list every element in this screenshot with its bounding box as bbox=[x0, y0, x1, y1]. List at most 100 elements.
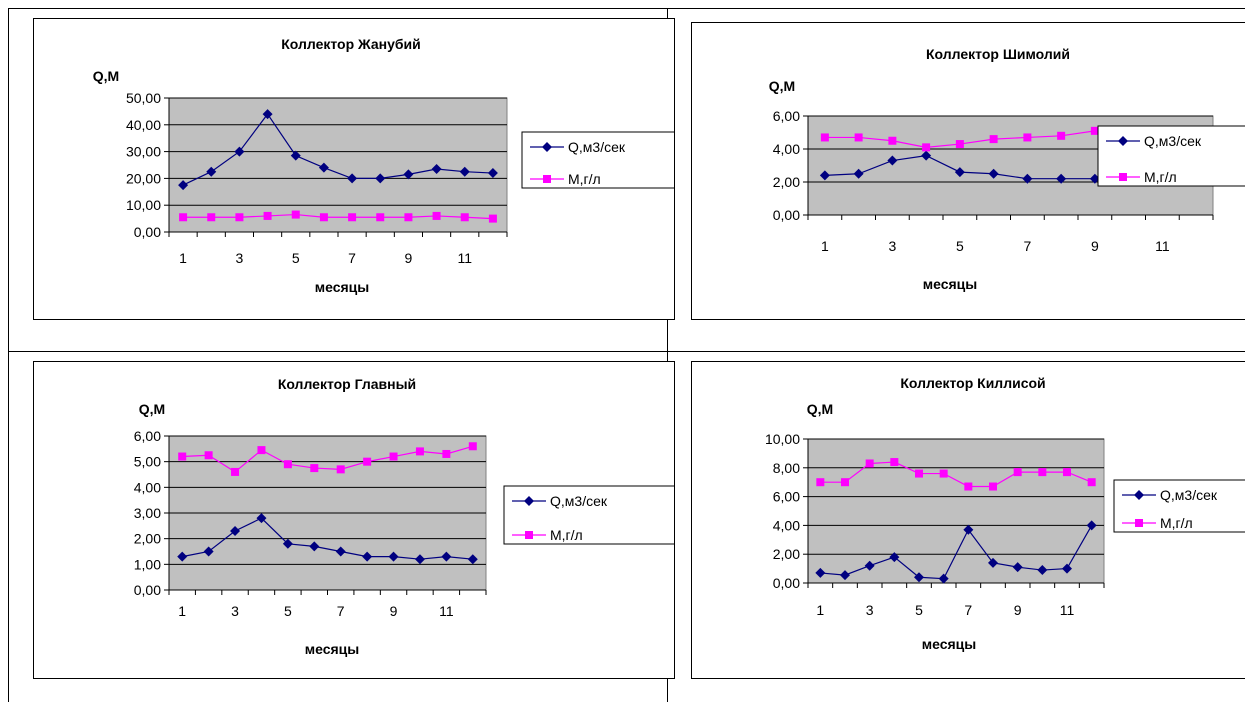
data-point-q bbox=[309, 541, 320, 552]
data-point-q bbox=[262, 109, 273, 120]
data-point-m bbox=[263, 211, 272, 220]
y-tick-label: 50,00 bbox=[126, 90, 161, 106]
y-axis-label: Q,M bbox=[93, 68, 119, 84]
legend-entry: М,г/л bbox=[568, 171, 601, 187]
y-axis-label: Q,M bbox=[807, 401, 833, 417]
legend-marker-q bbox=[524, 496, 534, 506]
data-point-m bbox=[231, 467, 240, 476]
data-point-m bbox=[989, 135, 998, 144]
x-tick-label: 11 bbox=[1155, 238, 1170, 254]
x-tick-label: 7 bbox=[337, 603, 345, 619]
data-point-m bbox=[989, 482, 997, 491]
legend-entry: Q,м3/сек bbox=[550, 493, 608, 509]
data-point-q bbox=[388, 551, 399, 562]
x-tick-label: 7 bbox=[348, 250, 356, 266]
data-point-m bbox=[363, 457, 372, 466]
data-point-m bbox=[1087, 478, 1096, 487]
data-point-q bbox=[487, 168, 498, 179]
x-tick-label: 9 bbox=[1091, 238, 1099, 254]
data-point-m bbox=[890, 458, 899, 467]
data-point-q bbox=[177, 551, 188, 562]
y-tick-label: 4,00 bbox=[773, 517, 800, 533]
y-tick-label: 30,00 bbox=[126, 144, 161, 160]
y-tick-label: 40,00 bbox=[126, 117, 161, 133]
y-tick-label: 8,00 bbox=[773, 460, 800, 476]
x-tick-label: 3 bbox=[236, 250, 244, 266]
x-axis-label: месяцы bbox=[305, 641, 359, 657]
x-tick-label: 3 bbox=[231, 603, 239, 619]
data-point-m bbox=[1023, 133, 1032, 142]
data-point-m bbox=[283, 460, 292, 469]
legend-marker-q bbox=[1118, 136, 1128, 146]
data-point-q bbox=[853, 168, 864, 179]
data-point-m bbox=[865, 459, 874, 468]
data-point-q bbox=[282, 538, 293, 549]
data-point-q bbox=[347, 173, 358, 184]
data-point-q bbox=[963, 524, 974, 535]
y-tick-label: 4,00 bbox=[134, 479, 161, 495]
data-point-q bbox=[459, 166, 470, 177]
data-point-m bbox=[179, 213, 188, 222]
series-line-m bbox=[820, 461, 1092, 488]
y-tick-label: 0,00 bbox=[773, 575, 800, 591]
data-point-m bbox=[319, 213, 328, 222]
x-tick-label: 5 bbox=[915, 602, 923, 618]
table-divider-horizontal bbox=[8, 351, 1245, 352]
data-point-m bbox=[841, 478, 849, 487]
x-axis-label: месяцы bbox=[315, 279, 369, 295]
y-tick-label: 0,00 bbox=[134, 224, 161, 240]
series-line-m bbox=[183, 213, 493, 220]
data-point-m bbox=[488, 214, 497, 223]
data-point-q bbox=[375, 173, 386, 184]
data-point-q bbox=[318, 162, 329, 173]
x-axis-label: месяцы bbox=[923, 276, 977, 292]
data-point-m bbox=[468, 442, 477, 451]
chart-glavnyy: 0,00 1,00 2,00 3,00 4,00 5,00 6,00 1 3 5 7 9 11 Колле… bbox=[134, 376, 674, 657]
chart-title: Коллектор Шимолий bbox=[926, 46, 1070, 62]
series-line-q bbox=[182, 113, 493, 186]
data-point-q bbox=[1062, 563, 1072, 574]
x-tick-label: 9 bbox=[405, 250, 413, 266]
data-point-m bbox=[207, 213, 216, 222]
chart-frame-glavnyy: 0,00 1,00 2,00 3,00 4,00 5,00 6,00 1 3 5 7 9 11 Колле… bbox=[33, 361, 675, 679]
table-border-top bbox=[8, 8, 1245, 9]
data-point-q bbox=[1086, 520, 1097, 531]
data-point-q bbox=[178, 180, 189, 191]
data-point-q bbox=[938, 573, 949, 584]
y-tick-label: 2,00 bbox=[773, 174, 800, 190]
data-point-m bbox=[964, 482, 973, 491]
data-point-q bbox=[414, 554, 425, 565]
data-point-m bbox=[336, 465, 345, 474]
y-tick-label: 2,00 bbox=[134, 531, 161, 547]
data-point-q bbox=[206, 166, 217, 177]
data-point-m bbox=[348, 213, 357, 222]
plot-area bbox=[168, 97, 508, 233]
data-point-q bbox=[914, 572, 924, 583]
chart-frame-shimoliy: 0,00 2,00 4,00 6,00 1 3 5 7 9 11 Коллектор Шимолий… bbox=[691, 22, 1245, 320]
data-point-m bbox=[816, 478, 825, 487]
table-border-left bbox=[8, 8, 9, 702]
data-point-m bbox=[1013, 468, 1022, 477]
data-point-q bbox=[864, 560, 875, 571]
data-point-m bbox=[955, 140, 964, 149]
legend-marker-m bbox=[1135, 519, 1143, 527]
data-point-m bbox=[310, 464, 319, 473]
legend-marker-q bbox=[1134, 490, 1144, 500]
data-point-q bbox=[819, 170, 830, 181]
data-point-m bbox=[820, 133, 829, 142]
data-point-m bbox=[939, 469, 948, 478]
x-tick-label: 5 bbox=[956, 238, 964, 254]
y-tick-label: 10,00 bbox=[126, 197, 161, 213]
legend-marker-q bbox=[542, 142, 552, 152]
chart-title: Коллектор Киллисой bbox=[900, 375, 1045, 391]
chart-frame-killisoy: 0,00 2,00 4,00 6,00 8,00 10,00 1 3 5 7 9 11 Коллекто… bbox=[691, 361, 1245, 679]
x-tick-label: 1 bbox=[178, 603, 186, 619]
legend-entry: М,г/л bbox=[1160, 515, 1193, 531]
data-point-q bbox=[954, 167, 965, 178]
data-point-m bbox=[415, 447, 424, 456]
y-tick-label: 6,00 bbox=[134, 428, 161, 444]
data-point-q bbox=[230, 525, 241, 536]
data-point-m bbox=[922, 143, 931, 152]
y-axis-label: Q,M bbox=[769, 78, 795, 94]
